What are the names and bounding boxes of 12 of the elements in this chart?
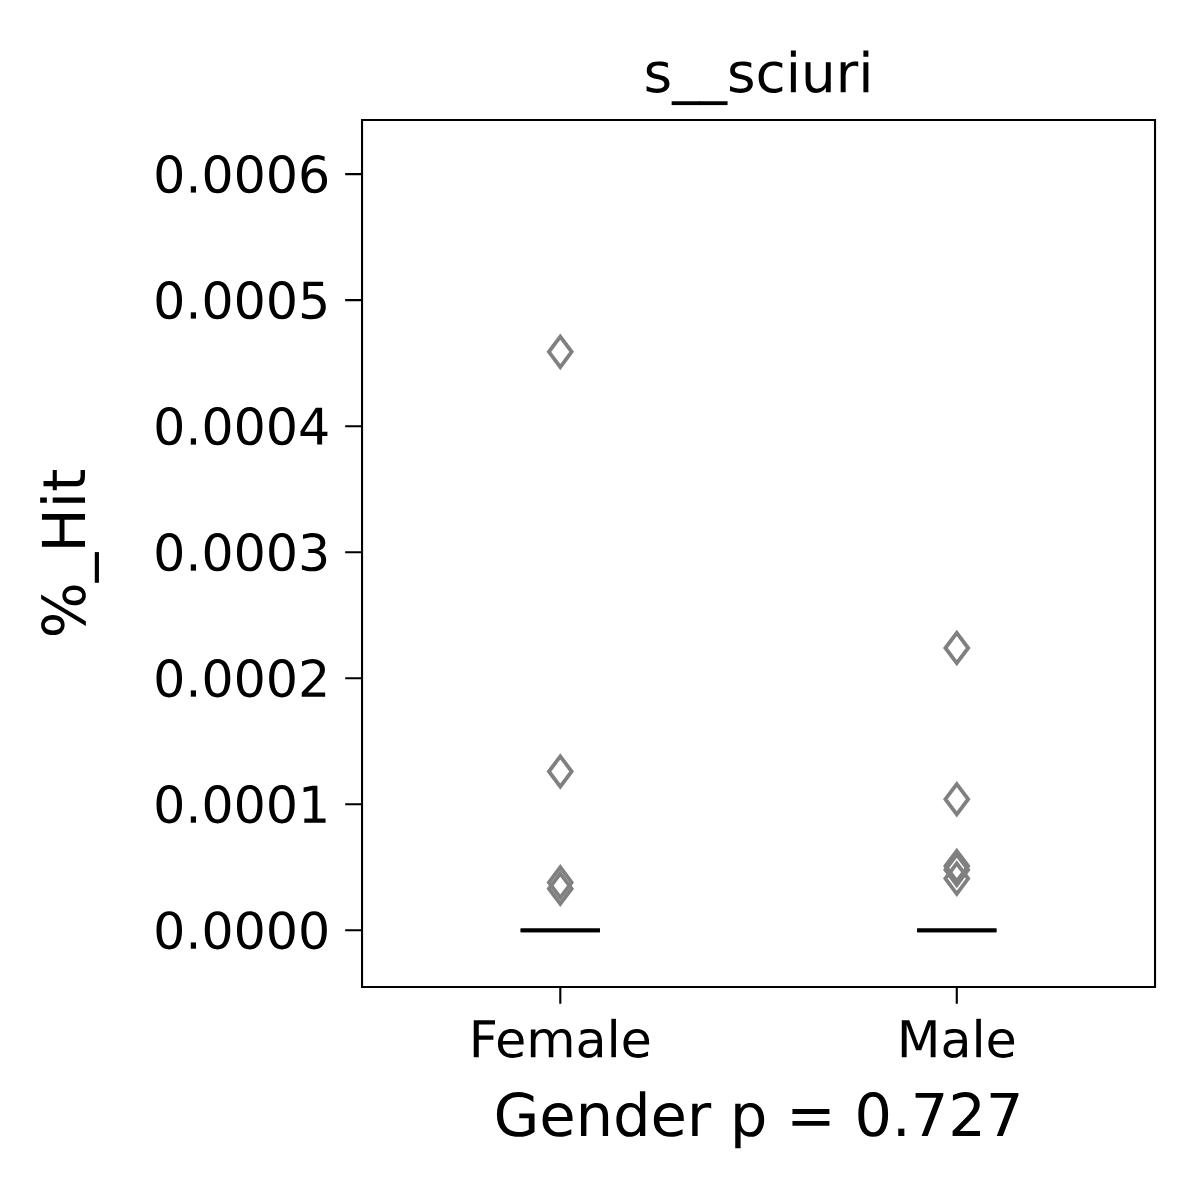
x-axis-title: Gender p = 0.727 bbox=[496, 1091, 1019, 1149]
y-tick-label: 0.0006 bbox=[156, 155, 328, 194]
y-axis-title: %_Hit bbox=[40, 470, 99, 636]
x-tick-label: Female bbox=[473, 1018, 650, 1058]
x-tick-label: Male bbox=[901, 1018, 1015, 1058]
chart-title: s__sciuri bbox=[646, 50, 869, 106]
y-tick-label: 0.0005 bbox=[156, 281, 326, 320]
y-tick-label: 0.0004 bbox=[156, 407, 328, 446]
y-tick-label: 0.0002 bbox=[156, 659, 326, 698]
y-tick-label: 0.0001 bbox=[156, 785, 326, 824]
y-tick-label: 0.0003 bbox=[156, 533, 327, 572]
y-tick-label: 0.0000 bbox=[156, 911, 327, 950]
